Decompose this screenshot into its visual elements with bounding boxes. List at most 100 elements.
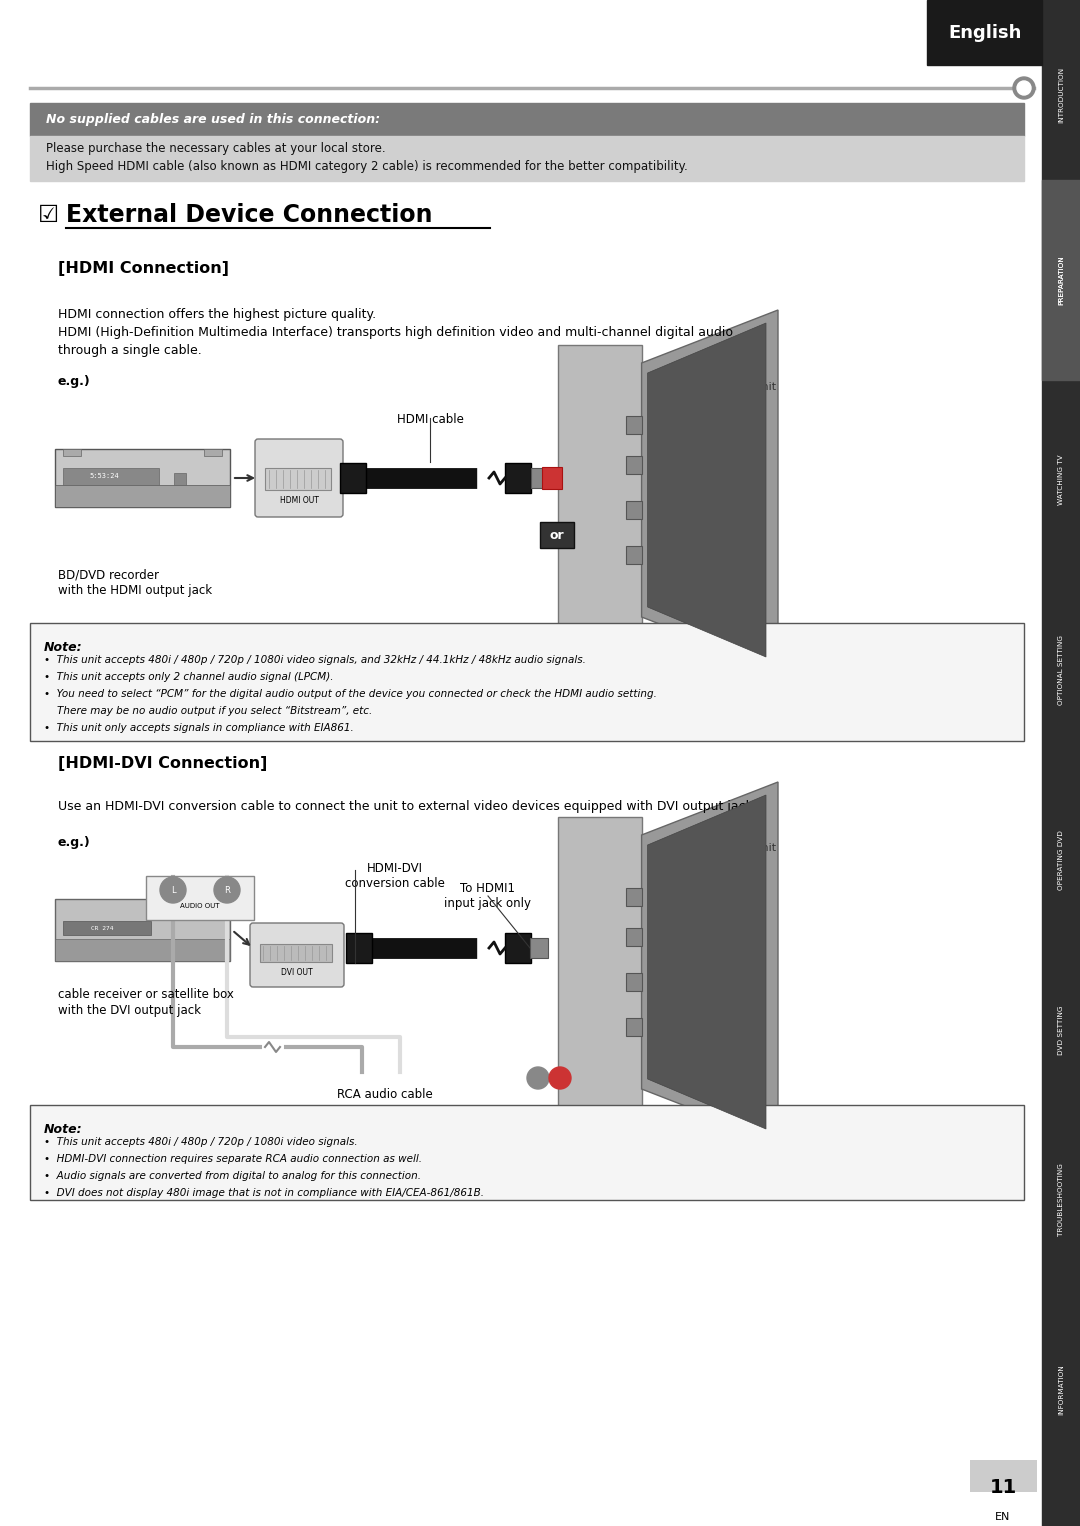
- Bar: [63, 449, 81, 456]
- Circle shape: [1017, 81, 1031, 95]
- Text: cable receiver or satellite box: cable receiver or satellite box: [58, 987, 234, 1001]
- Text: TROUBLESHOOTING: TROUBLESHOOTING: [1058, 1163, 1064, 1236]
- Bar: [927, 0, 1042, 66]
- Text: Note:: Note:: [44, 641, 83, 655]
- Bar: [204, 449, 222, 456]
- Text: There may be no audio output if you select “Bitstream”, etc.: There may be no audio output if you sele…: [44, 707, 373, 716]
- FancyBboxPatch shape: [30, 1105, 1024, 1199]
- Text: Please purchase the necessary cables at your local store.: Please purchase the necessary cables at …: [46, 142, 386, 154]
- Text: English: English: [948, 23, 1022, 41]
- Bar: [505, 932, 531, 963]
- Bar: [260, 945, 332, 961]
- Text: Note:: Note:: [44, 1123, 83, 1135]
- Text: •  This unit accepts 480i / 480p / 720p / 1080i video signals.: • This unit accepts 480i / 480p / 720p /…: [44, 1137, 357, 1148]
- Text: HDMI cable: HDMI cable: [396, 414, 463, 426]
- FancyBboxPatch shape: [255, 439, 343, 517]
- Text: with the DVI output jack: with the DVI output jack: [58, 1004, 201, 1016]
- Bar: [625, 546, 642, 565]
- Text: •  DVI does not display 480i image that is not in compliance with EIA/CEA-861/86: • DVI does not display 480i image that i…: [44, 1189, 484, 1198]
- Polygon shape: [642, 310, 778, 670]
- Bar: [970, 1460, 1037, 1492]
- Bar: [55, 449, 230, 507]
- Bar: [540, 522, 573, 548]
- Text: •  This unit only accepts signals in compliance with EIA861.: • This unit only accepts signals in comp…: [44, 723, 354, 732]
- Polygon shape: [648, 795, 766, 1129]
- Circle shape: [527, 1067, 549, 1090]
- Bar: [625, 501, 642, 519]
- Text: RCA audio cable: RCA audio cable: [337, 1088, 433, 1100]
- Text: •  This unit accepts 480i / 480p / 720p / 1080i video signals, and 32kHz / 44.1k: • This unit accepts 480i / 480p / 720p /…: [44, 655, 585, 665]
- Text: rear of this unit: rear of this unit: [690, 382, 777, 392]
- Text: PREPARATION: PREPARATION: [1058, 255, 1064, 305]
- Polygon shape: [642, 781, 778, 1141]
- Text: INTRODUCTION: INTRODUCTION: [1058, 67, 1064, 124]
- Bar: [55, 940, 230, 961]
- Text: HDMI OUT: HDMI OUT: [280, 496, 319, 505]
- Text: No supplied cables are used in this connection:: No supplied cables are used in this conn…: [46, 113, 380, 127]
- Bar: [542, 467, 562, 488]
- Text: OPERATING DVD: OPERATING DVD: [1058, 830, 1064, 890]
- Circle shape: [214, 877, 240, 903]
- Text: HDMI-DVI
conversion cable: HDMI-DVI conversion cable: [346, 862, 445, 890]
- Text: BD/DVD recorder: BD/DVD recorder: [58, 568, 159, 581]
- Bar: [530, 938, 548, 958]
- Bar: [63, 468, 159, 485]
- FancyBboxPatch shape: [30, 623, 1024, 742]
- Bar: [625, 1018, 642, 1036]
- Text: or: or: [550, 528, 565, 542]
- Text: WATCHING TV: WATCHING TV: [1058, 455, 1064, 505]
- Text: •  HDMI-DVI connection requires separate RCA audio connection as well.: • HDMI-DVI connection requires separate …: [44, 1154, 422, 1164]
- Text: [HDMI-DVI Connection]: [HDMI-DVI Connection]: [58, 755, 268, 771]
- Text: 5:53:24: 5:53:24: [90, 473, 119, 479]
- Bar: [1042, 0, 1080, 1526]
- Text: •  You need to select “PCM” for the digital audio output of the device you conne: • You need to select “PCM” for the digit…: [44, 690, 657, 699]
- Bar: [625, 888, 642, 906]
- Bar: [174, 473, 186, 485]
- Bar: [346, 932, 372, 963]
- Text: HDMI (High-Definition Multimedia Interface) transports high definition video and: HDMI (High-Definition Multimedia Interfa…: [58, 327, 733, 339]
- Bar: [55, 899, 230, 961]
- Text: through a single cable.: through a single cable.: [58, 343, 202, 357]
- Polygon shape: [648, 324, 766, 658]
- Text: with the HDMI output jack: with the HDMI output jack: [58, 584, 212, 597]
- Text: R: R: [224, 885, 230, 894]
- Bar: [55, 485, 230, 507]
- FancyBboxPatch shape: [249, 923, 345, 987]
- Text: rear of this unit: rear of this unit: [690, 842, 777, 853]
- Bar: [625, 456, 642, 475]
- Text: DVI OUT: DVI OUT: [281, 967, 313, 977]
- Text: EN: EN: [996, 1512, 1011, 1521]
- Text: CR 274: CR 274: [91, 925, 113, 931]
- Text: HDMI connection offers the highest picture quality.: HDMI connection offers the highest pictu…: [58, 308, 376, 320]
- Bar: [505, 462, 531, 493]
- Text: DVD SETTING: DVD SETTING: [1058, 1006, 1064, 1054]
- Text: High Speed HDMI cable (also known as HDMI category 2 cable) is recommended for t: High Speed HDMI cable (also known as HDM…: [46, 160, 688, 172]
- Bar: [558, 816, 642, 1106]
- Text: [HDMI Connection]: [HDMI Connection]: [58, 261, 229, 276]
- Text: e.g.): e.g.): [58, 836, 91, 848]
- Bar: [265, 468, 330, 490]
- Bar: [1042, 180, 1080, 380]
- Bar: [625, 928, 642, 946]
- Bar: [30, 136, 1024, 182]
- Text: PREPARATION: PREPARATION: [1058, 255, 1064, 305]
- Text: L: L: [171, 885, 175, 894]
- Text: •  This unit accepts only 2 channel audio signal (LPCM).: • This unit accepts only 2 channel audio…: [44, 671, 334, 682]
- Bar: [531, 468, 546, 488]
- Text: OPTIONAL SETTING: OPTIONAL SETTING: [1058, 635, 1064, 705]
- Text: INFORMATION: INFORMATION: [1058, 1364, 1064, 1416]
- Text: AUDIO OUT: AUDIO OUT: [180, 903, 219, 909]
- Text: 11: 11: [989, 1479, 1016, 1497]
- Text: Use an HDMI-DVI conversion cable to connect the unit to external video devices e: Use an HDMI-DVI conversion cable to conn…: [58, 800, 757, 813]
- Text: External Device Connection: External Device Connection: [66, 203, 432, 227]
- Bar: [340, 462, 366, 493]
- Text: •  Audio signals are converted from digital to analog for this connection.: • Audio signals are converted from digit…: [44, 1170, 421, 1181]
- Bar: [625, 417, 642, 433]
- Bar: [625, 974, 642, 990]
- Circle shape: [160, 877, 186, 903]
- Circle shape: [1013, 76, 1035, 99]
- Circle shape: [549, 1067, 571, 1090]
- Text: e.g.): e.g.): [58, 375, 91, 388]
- Text: ☑: ☑: [38, 203, 59, 227]
- Bar: [558, 345, 642, 635]
